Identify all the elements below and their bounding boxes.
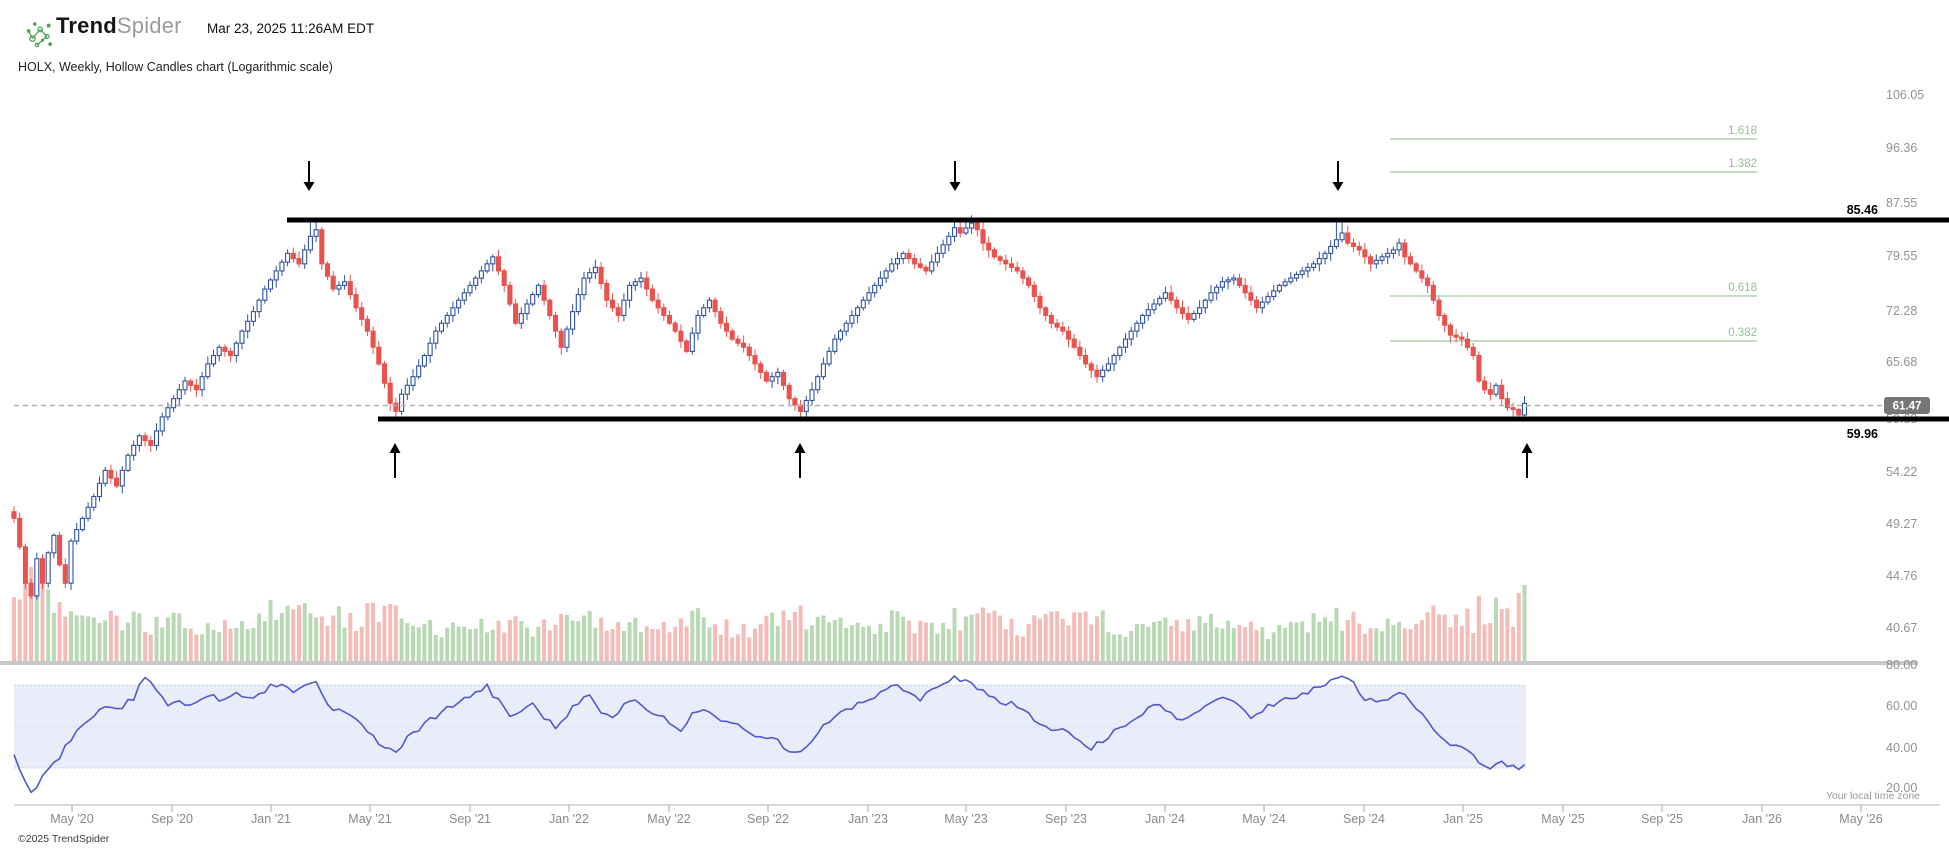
- time-axis-label: May '24: [1242, 812, 1285, 826]
- rsi-band: [14, 684, 1526, 769]
- last-price-badge: 61.47: [1884, 397, 1930, 414]
- fib-level-label: 1.382: [1728, 158, 1757, 170]
- time-axis-label: May '23: [944, 812, 987, 826]
- fib-level-label: 0.382: [1728, 327, 1757, 339]
- chart-description: HOLX, Weekly, Hollow Candles chart (Loga…: [18, 60, 333, 74]
- rsi-indicator-line: [13, 675, 1526, 794]
- copyright: ©2025 TrendSpider: [18, 833, 110, 845]
- time-axis-label: Sep '20: [151, 812, 193, 826]
- fib-level-label: 1.618: [1728, 125, 1757, 137]
- fib-level-label: 0.618: [1728, 282, 1757, 294]
- fib-extension-lines[interactable]: 1.618 1.382 0.618 0.382: [1390, 125, 1757, 342]
- price-axis-label: 40.67: [1886, 621, 1917, 635]
- last-price-value: 61.47: [1893, 401, 1922, 413]
- time-axis-label: Jan '26: [1742, 812, 1782, 826]
- price-axis[interactable]: 106.0596.3687.5579.5572.2865.6859.6854.2…: [1886, 88, 1924, 635]
- price-axis-label: 44.76: [1886, 569, 1917, 583]
- candlesticks[interactable]: [11, 215, 1528, 600]
- signal-arrows: [303, 161, 1533, 478]
- time-axis-label: May '25: [1541, 812, 1584, 826]
- indicator-axis-label: 40.00: [1886, 741, 1917, 755]
- volume-bars: [12, 567, 1527, 663]
- support-line[interactable]: [378, 416, 1949, 422]
- time-axis-label: May '22: [647, 812, 690, 826]
- price-axis-label: 96.36: [1886, 141, 1917, 155]
- price-axis-label: 106.05: [1886, 88, 1924, 102]
- brand-trend: Trend: [56, 13, 117, 38]
- time-axis[interactable]: May '20 Sep '20 Jan '21 May '21 Sep '21 Jan '…: [14, 804, 1940, 826]
- time-axis-label: May '21: [348, 812, 391, 826]
- time-axis-label: Jan '21: [251, 812, 291, 826]
- price-axis-label: 49.27: [1886, 517, 1917, 531]
- pane-separator[interactable]: [0, 661, 1918, 665]
- price-axis-label: 87.55: [1886, 196, 1917, 210]
- indicator-axis-label: 60.00: [1886, 699, 1917, 713]
- timezone-note: Your local time zone: [1825, 790, 1920, 802]
- time-axis-label: Sep '23: [1045, 812, 1087, 826]
- time-axis-label: Jan '24: [1145, 812, 1185, 826]
- time-axis-label: May '20: [50, 812, 93, 826]
- price-axis-label: 65.68: [1886, 355, 1917, 369]
- price-axis-label: 72.28: [1886, 304, 1917, 318]
- indicator-axis-label: 80.00: [1886, 658, 1917, 672]
- chart-timestamp: Mar 23, 2025 11:26AM EDT: [207, 21, 375, 36]
- indicator-axis[interactable]: 80.00 60.00 40.00 20.00: [1886, 658, 1917, 795]
- price-axis-label: 79.55: [1886, 249, 1917, 263]
- support-price-label: 59.96: [1847, 427, 1878, 441]
- trendspider-logo-icon: [26, 22, 53, 48]
- time-axis-label: Sep '24: [1343, 812, 1385, 826]
- resistance-line[interactable]: [287, 217, 1949, 223]
- time-axis-label: Jan '23: [848, 812, 888, 826]
- time-axis-label: Jan '25: [1443, 812, 1483, 826]
- time-axis-label: Sep '25: [1641, 812, 1683, 826]
- brand-wordmark: TrendSpider: [56, 13, 182, 39]
- time-axis-label: May '26: [1839, 812, 1882, 826]
- price-axis-label: 54.22: [1886, 465, 1917, 479]
- time-axis-label: Jan '22: [549, 812, 589, 826]
- indicator-axis-label: 20.00: [1886, 781, 1917, 795]
- time-axis-label: Sep '21: [449, 812, 491, 826]
- resistance-price-label: 85.46: [1847, 203, 1878, 217]
- time-axis-label: Sep '22: [747, 812, 789, 826]
- brand-spider: Spider: [116, 13, 182, 38]
